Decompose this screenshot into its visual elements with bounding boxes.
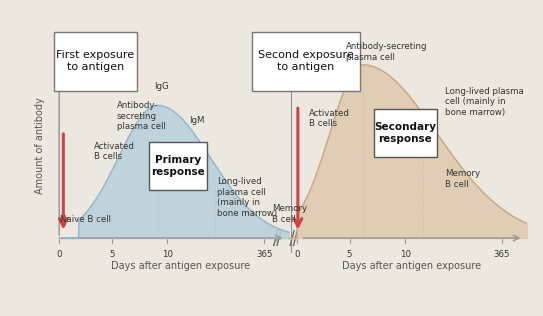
Text: IgG: IgG	[154, 82, 169, 91]
Text: Days after antigen exposure: Days after antigen exposure	[342, 261, 482, 271]
Text: Memory
B cell: Memory B cell	[445, 169, 480, 189]
Text: Long-lived plasma
cell (mainly in
bone marrow): Long-lived plasma cell (mainly in bone m…	[445, 87, 523, 117]
Text: 365: 365	[256, 250, 273, 259]
Text: First exposure
to antigen: First exposure to antigen	[56, 50, 134, 72]
Text: Naive B cell: Naive B cell	[60, 215, 111, 224]
FancyBboxPatch shape	[149, 142, 207, 190]
Text: 5: 5	[347, 250, 352, 259]
FancyBboxPatch shape	[252, 32, 359, 91]
Text: Antibody-secreting
plasma cell: Antibody-secreting plasma cell	[346, 42, 428, 62]
Text: 0: 0	[294, 250, 300, 259]
Text: Amount of antibody: Amount of antibody	[35, 98, 45, 194]
Text: Secondary
response: Secondary response	[374, 122, 437, 144]
Text: Primary
response: Primary response	[151, 155, 205, 177]
Text: 365: 365	[494, 250, 510, 259]
Text: Memory
B cell: Memory B cell	[273, 204, 307, 224]
Text: IgM: IgM	[189, 116, 204, 125]
Text: Activated
B cells: Activated B cells	[94, 142, 135, 161]
Text: Days after antigen exposure: Days after antigen exposure	[111, 261, 250, 271]
Text: 10: 10	[400, 250, 411, 259]
Text: Antibody-
secreting
plasma cell: Antibody- secreting plasma cell	[117, 101, 166, 131]
Text: Second exposure
to antigen: Second exposure to antigen	[258, 50, 354, 72]
Text: 5: 5	[109, 250, 115, 259]
Text: 0: 0	[56, 250, 62, 259]
Text: 10: 10	[162, 250, 173, 259]
FancyBboxPatch shape	[54, 32, 137, 91]
FancyBboxPatch shape	[374, 109, 437, 157]
Text: Long-lived
plasma cell
(mainly in
bone marrow): Long-lived plasma cell (mainly in bone m…	[217, 177, 277, 218]
Text: Activated
B cells: Activated B cells	[308, 108, 350, 128]
